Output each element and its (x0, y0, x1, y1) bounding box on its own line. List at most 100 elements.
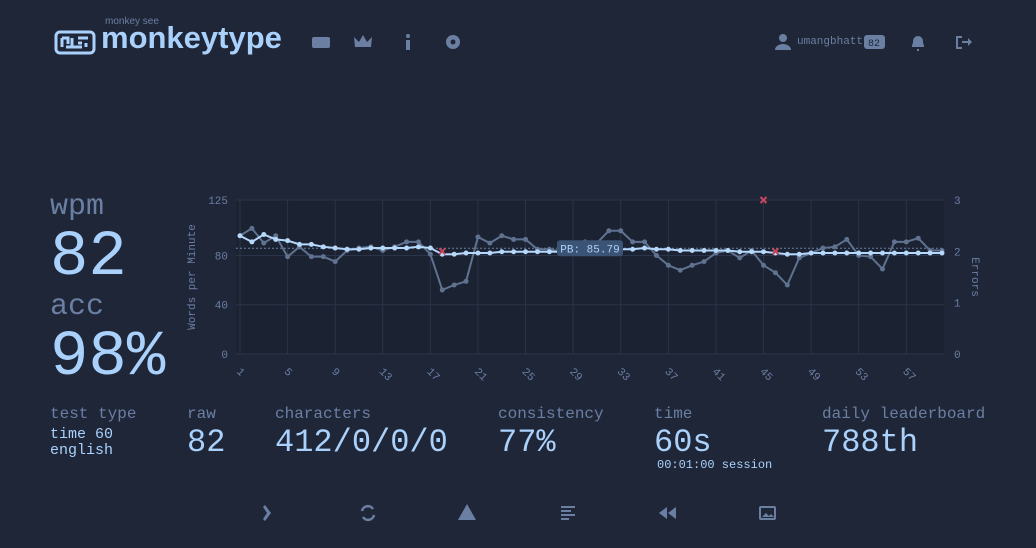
nav-leaderboard[interactable] (354, 35, 372, 47)
logout[interactable] (956, 36, 972, 49)
point (511, 236, 517, 242)
point (844, 236, 850, 242)
point (487, 250, 493, 256)
point (546, 249, 552, 255)
y2-tick-label: 0 (954, 350, 961, 362)
point (380, 245, 386, 251)
point (784, 282, 790, 288)
word-history[interactable] (561, 506, 575, 520)
nav-keyboard[interactable] (312, 37, 330, 48)
x-tick-label: 33 (614, 366, 632, 384)
restart[interactable] (360, 504, 376, 522)
x-tick-label: 53 (852, 366, 870, 384)
point (618, 228, 624, 234)
point (653, 252, 659, 258)
point (261, 240, 267, 246)
point (320, 254, 326, 260)
point (273, 233, 279, 239)
x-tick-label: 49 (804, 366, 822, 384)
save-screenshot[interactable] (759, 506, 776, 520)
leaderboard-value: 788th (822, 424, 919, 461)
point (701, 248, 707, 254)
test-type: time 60 (50, 426, 114, 443)
point (856, 250, 862, 256)
point (689, 262, 695, 268)
point (772, 270, 778, 276)
replay[interactable] (659, 507, 676, 519)
point (761, 249, 767, 255)
point (237, 233, 243, 239)
point (404, 239, 410, 245)
x-tick-label: 57 (899, 366, 917, 384)
point (630, 246, 636, 252)
point (642, 245, 648, 251)
leaderboard-label: daily leaderboard (822, 405, 986, 423)
point (285, 254, 291, 260)
x-tick-label: 9 (328, 366, 341, 379)
x-tick-label: 13 (376, 366, 394, 384)
notifications[interactable] (912, 36, 924, 51)
point (677, 248, 683, 254)
next-test[interactable] (263, 505, 271, 521)
acc-label: acc (50, 290, 105, 324)
point (808, 250, 814, 256)
point (463, 250, 469, 256)
user-icon[interactable] (775, 34, 791, 50)
point (915, 250, 921, 256)
practice-words[interactable] (458, 504, 476, 520)
point (427, 251, 433, 257)
wpm-label: wpm (50, 190, 105, 224)
point (653, 246, 659, 252)
y2-axis-label: Errors (968, 257, 980, 297)
point (606, 228, 612, 234)
point (927, 250, 933, 256)
point (368, 245, 374, 251)
language: english (50, 442, 114, 459)
x-tick-label: 17 (424, 366, 442, 384)
point (630, 239, 636, 245)
point (725, 248, 731, 254)
point (891, 250, 897, 256)
level-badge (864, 35, 885, 49)
point (308, 241, 314, 247)
nav-about[interactable] (406, 34, 410, 50)
point (796, 255, 802, 261)
point (903, 239, 909, 245)
consistency-value: 77% (498, 424, 556, 461)
consistency-label: consistency (498, 405, 604, 423)
point (296, 241, 302, 247)
y-axis-label: Words per Minute (187, 224, 199, 330)
point (903, 250, 909, 256)
point (796, 251, 802, 257)
point (499, 233, 505, 239)
point (642, 239, 648, 245)
time-value: 60s (654, 424, 712, 461)
point (665, 262, 671, 268)
characters-value: 412/0/0/0 (275, 424, 448, 461)
y-tick-label: 40 (215, 301, 228, 313)
point (273, 236, 279, 242)
y2-tick-label: 3 (954, 196, 961, 208)
point (463, 278, 469, 284)
point (249, 225, 255, 231)
y-tick-label: 125 (208, 196, 228, 208)
logo[interactable]: monkeytype (101, 20, 282, 55)
point (523, 249, 529, 255)
x-tick-label: 25 (519, 366, 537, 384)
point (677, 267, 683, 273)
x-tick-label: 5 (281, 366, 294, 379)
x-tick-label: 21 (471, 366, 489, 384)
x-tick-label: 41 (709, 366, 727, 384)
x-tick-label: 37 (662, 366, 680, 384)
point (737, 249, 743, 255)
error-mark (759, 196, 768, 204)
point (415, 244, 421, 250)
username[interactable]: umangbhatt (797, 36, 864, 48)
logo-top: monkey see (105, 16, 159, 27)
point (761, 262, 767, 268)
wpm-value: 82 (50, 222, 127, 294)
nav-settings[interactable] (446, 35, 460, 49)
point (499, 249, 505, 255)
point (511, 249, 517, 255)
point (689, 248, 695, 254)
